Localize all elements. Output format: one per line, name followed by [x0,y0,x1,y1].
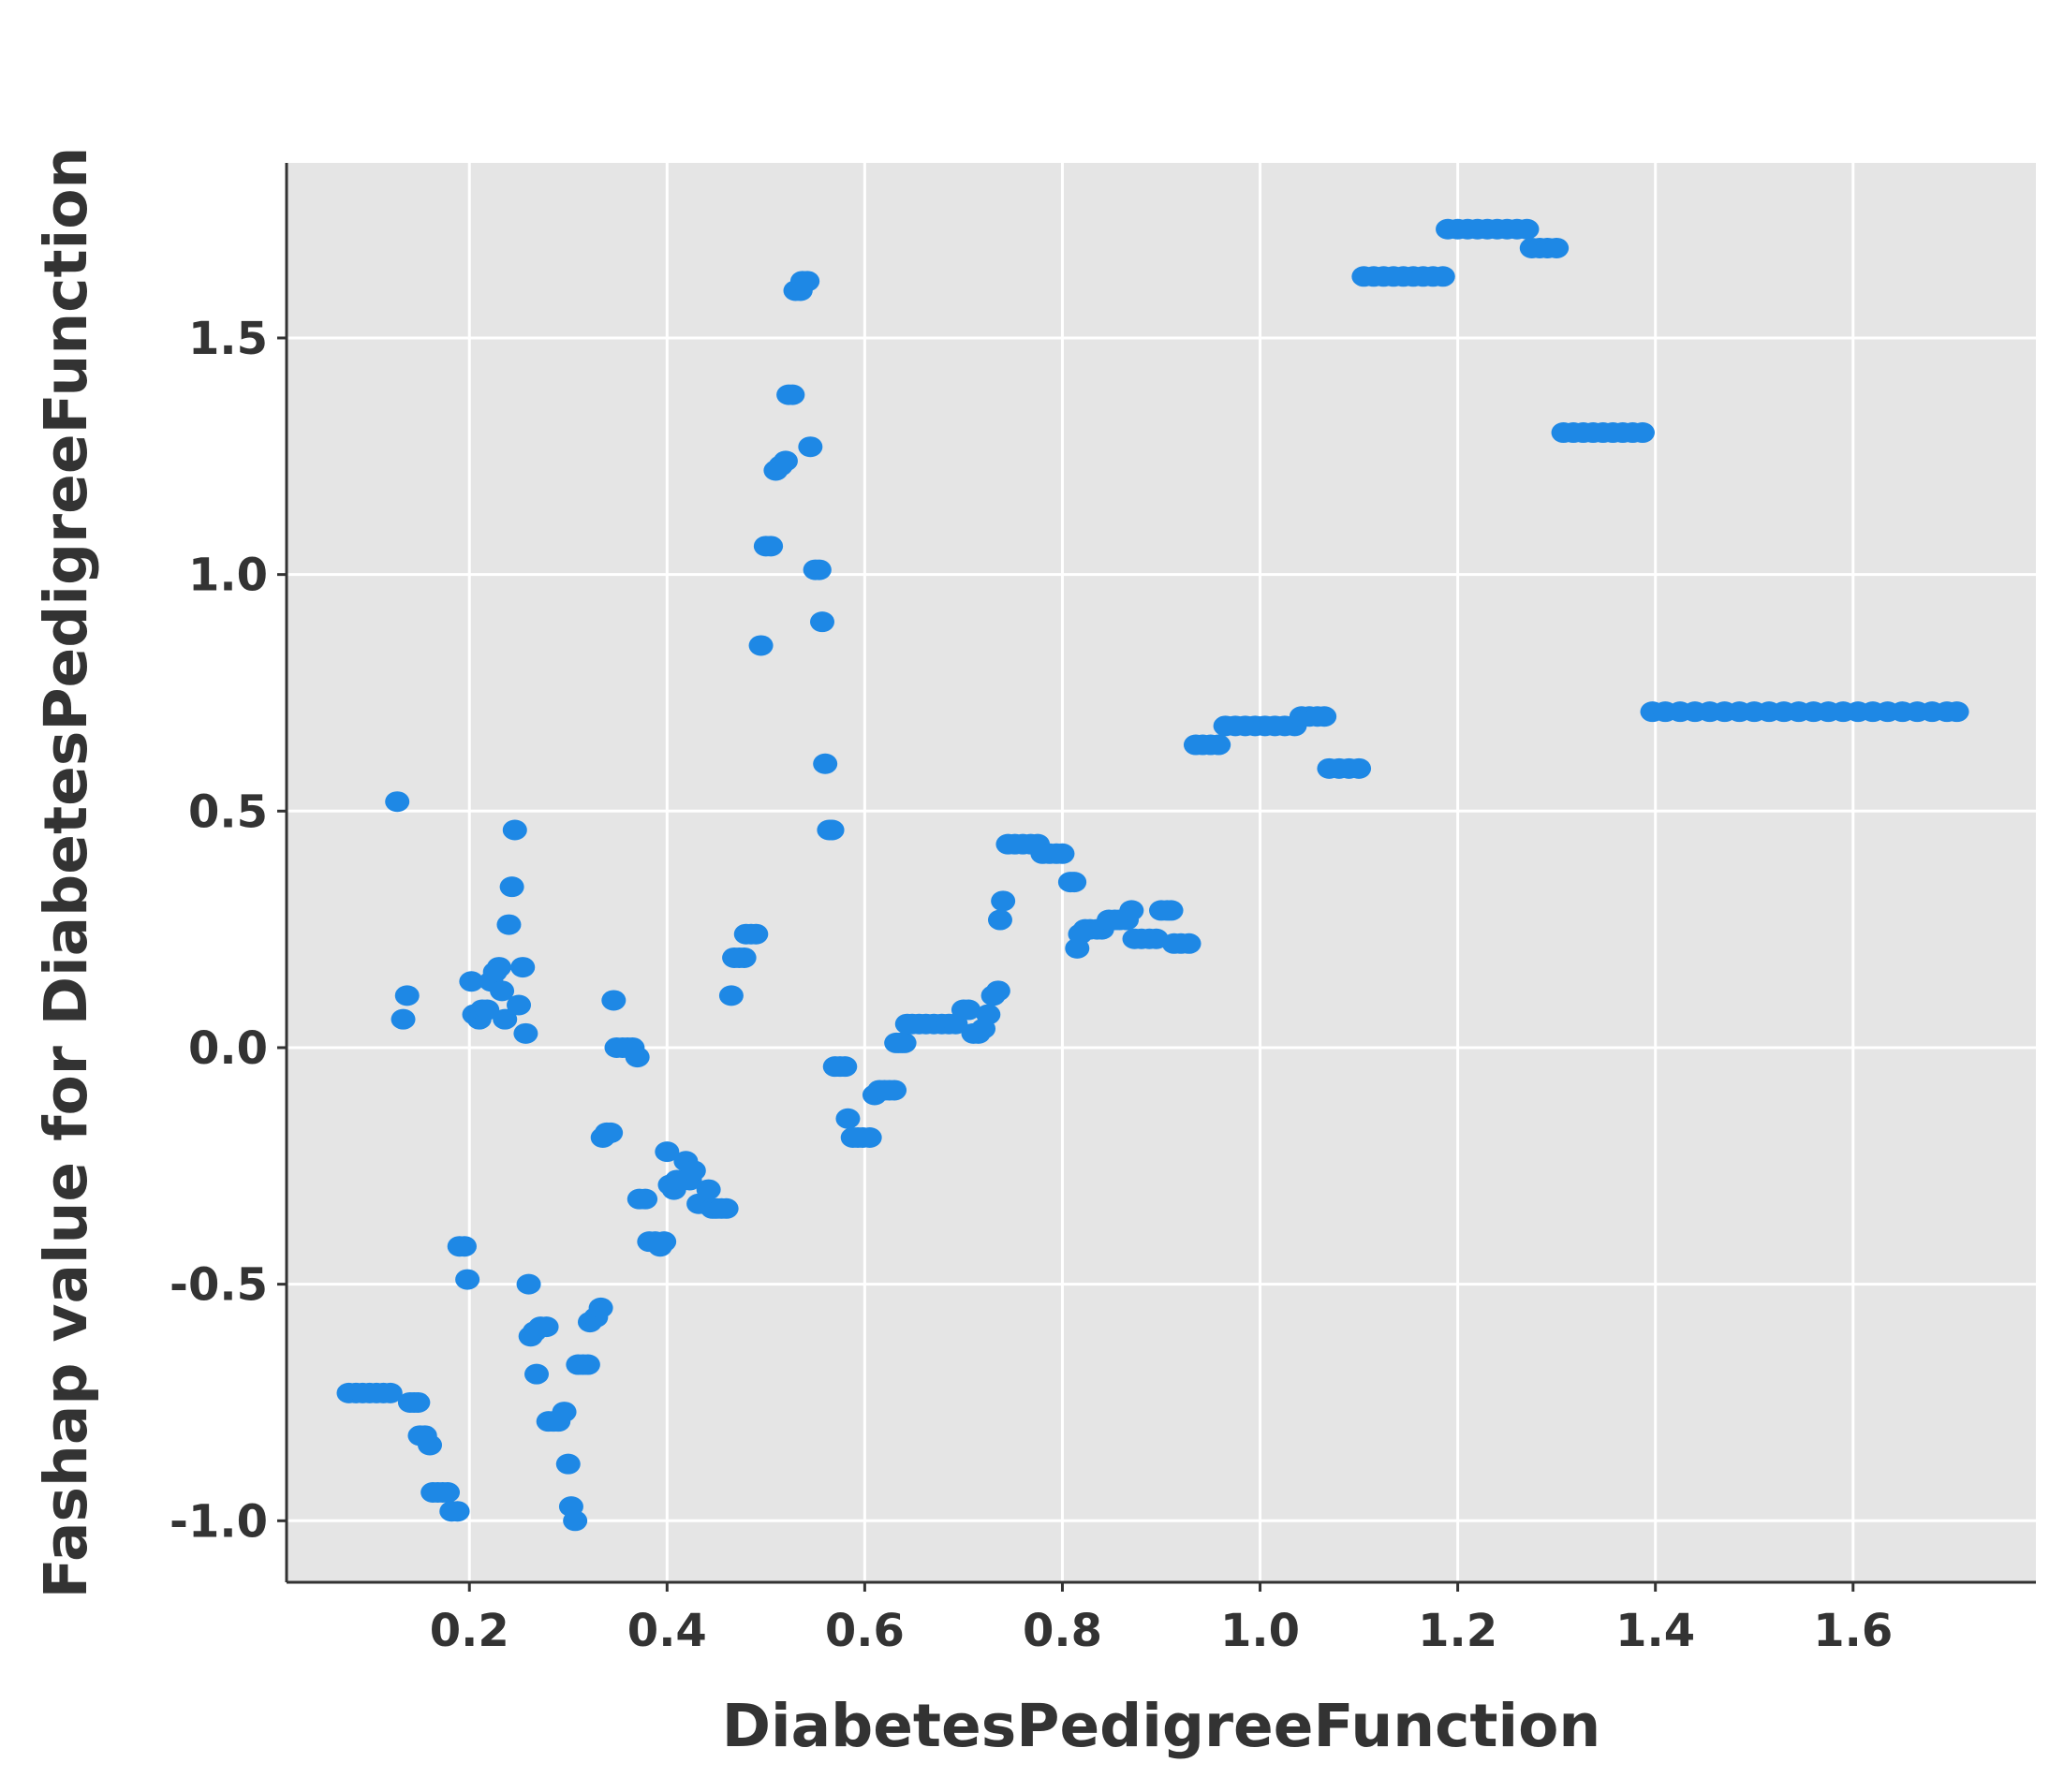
y-tick-label: 0.5 [188,786,268,838]
data-point [810,611,835,633]
data-point [451,1236,477,1257]
data-point [795,271,820,292]
data-point [718,985,744,1006]
data-point [1176,933,1202,954]
data-point [601,990,627,1011]
y-tick-label: 1.5 [188,313,268,365]
data-point [552,1402,577,1423]
data-point [1347,757,1372,779]
grid-lines [287,163,2036,1582]
data-point [835,1108,861,1129]
x-tick-label: 1.6 [1813,1605,1893,1657]
data-point [435,1481,461,1503]
data-point [510,957,536,978]
data-point [507,994,532,1016]
data-points [336,218,1969,1532]
data-point [1158,900,1184,921]
data-point [655,1141,680,1163]
data-point [588,1297,613,1318]
data-point [985,980,1010,1002]
data-point [1430,266,1455,287]
data-point [780,384,805,405]
data-point [502,819,527,841]
data-point [496,914,522,935]
data-point [773,450,798,472]
data-point [748,635,774,656]
x-tick-label: 0.4 [627,1605,707,1657]
x-tick-label: 0.6 [825,1605,905,1657]
x-tick-label: 1.0 [1220,1605,1300,1657]
data-point [681,1160,706,1182]
plot-background [287,163,2036,1582]
data-point [1050,843,1075,864]
y-axis-label: Fashap value for DiabetesPedigreeFunctio… [32,147,100,1599]
data-point [956,999,981,1021]
data-point [445,1501,470,1522]
x-tick-label: 0.2 [430,1605,509,1657]
data-point [499,876,524,898]
data-point [806,559,832,580]
y-tick-label: 1.0 [188,550,268,602]
data-point [563,1510,588,1532]
x-axis-label: DiabetesPedigreeFunction [722,1692,1601,1760]
data-point [1629,422,1655,444]
data-point [987,909,1012,931]
data-point [882,1080,907,1101]
data-point [652,1231,677,1253]
x-tick-label: 1.2 [1418,1605,1497,1657]
data-point [575,1354,600,1375]
data-point [625,1047,650,1068]
data-point [1206,734,1231,756]
data-point [524,1363,550,1385]
data-point [1312,706,1337,727]
data-point [731,947,757,968]
x-axis-ticks: 0.2 0.4 0.6 0.8 1.0 1.2 1.4 1.6 [430,1582,1893,1657]
data-point [892,1032,917,1053]
data-point [555,1453,581,1475]
data-point [391,1008,416,1030]
data-point [813,753,838,774]
y-tick-label: 0.0 [188,1022,268,1075]
data-point [1944,701,1969,723]
data-point [534,1316,559,1338]
data-point [486,957,511,978]
data-point [405,1391,431,1413]
data-point [455,1269,480,1290]
data-point [493,1008,518,1030]
data-point [385,791,410,813]
data-point [633,1188,658,1210]
data-point [1514,218,1540,240]
data-point [714,1197,739,1219]
data-point [991,890,1016,912]
data-point [377,1382,403,1403]
data-point [759,536,784,557]
data-point [833,1056,858,1078]
data-point [475,999,500,1021]
x-tick-label: 1.4 [1615,1605,1695,1657]
data-point [418,1434,443,1456]
x-tick-label: 0.8 [1023,1605,1102,1657]
data-point [819,819,845,841]
data-point [1062,872,1087,893]
data-point [696,1179,721,1200]
data-point [490,980,515,1002]
data-point [976,1004,1001,1025]
data-point [394,985,420,1006]
data-point [744,923,769,945]
data-point [513,1022,538,1044]
y-axis-ticks: 1.5 1.0 0.5 0.0 -0.5 -1.0 [170,313,287,1548]
y-tick-label: -0.5 [170,1259,268,1312]
data-point [459,971,484,992]
data-point [598,1122,624,1143]
data-point [798,436,823,458]
data-point [516,1273,541,1295]
data-point [1544,237,1570,258]
data-point [857,1126,882,1148]
data-point [1119,900,1144,921]
y-tick-label: -1.0 [170,1495,268,1548]
